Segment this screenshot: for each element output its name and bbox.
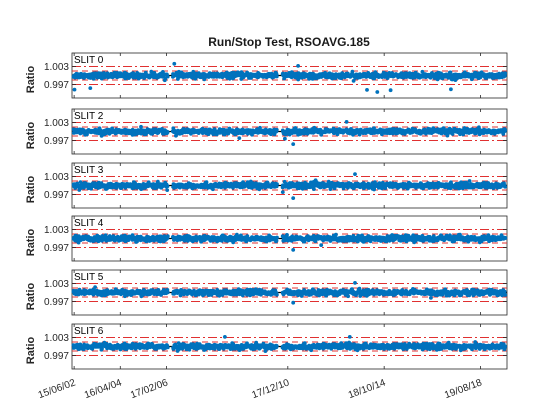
data-point — [285, 233, 289, 237]
data-point — [275, 182, 279, 187]
data-point — [165, 234, 170, 239]
data-point — [165, 290, 170, 295]
data-point — [220, 238, 224, 243]
panels-group: SLIT 0 1.003 0.997 Ratio SLIT 2 1.003 0.997 Rat… — [25, 52, 508, 370]
data-point — [350, 69, 355, 74]
data-point — [312, 187, 316, 192]
outlier-point — [375, 90, 380, 94]
data-point — [274, 127, 279, 132]
data-point — [503, 71, 507, 76]
data-point — [274, 238, 279, 243]
data-point — [501, 132, 506, 136]
data-point — [245, 180, 250, 185]
data-point — [334, 232, 338, 237]
ytick-label: 0.997 — [44, 190, 69, 201]
data-point — [332, 186, 337, 191]
data-point — [351, 79, 356, 83]
data-point — [235, 232, 239, 237]
panel-label: SLIT 0 — [74, 55, 104, 66]
y-axis-label: Ratio — [25, 121, 37, 149]
data-point — [274, 74, 279, 79]
data-point — [165, 130, 170, 135]
ytick-label: 0.997 — [44, 80, 69, 91]
panel-label: SLIT 4 — [74, 218, 104, 229]
scatter-series — [71, 124, 508, 138]
outlier-point — [353, 172, 357, 177]
ytick-label: 1.003 — [44, 172, 69, 183]
data-point — [165, 74, 170, 79]
panel-label: SLIT 2 — [74, 111, 104, 122]
outlier-point — [291, 196, 296, 201]
data-point — [114, 186, 119, 190]
outlier-point — [291, 248, 296, 252]
outlier-point — [449, 87, 453, 92]
data-point — [275, 235, 279, 240]
outlier-point — [280, 190, 285, 195]
data-point — [503, 184, 507, 189]
data-point — [372, 126, 376, 130]
panel-slit-2: SLIT 2 1.003 0.997 Ratio — [25, 108, 508, 155]
data-point — [445, 133, 450, 138]
panel-slit-0: SLIT 0 1.003 0.997 Ratio — [25, 52, 508, 99]
outlier-point — [291, 142, 296, 147]
data-point — [165, 188, 170, 193]
outlier-point — [72, 87, 77, 92]
data-point — [373, 180, 377, 185]
panel-slit-4: SLIT 4 1.003 0.997 Ratio — [25, 215, 508, 262]
data-point — [503, 236, 508, 241]
data-point — [165, 184, 170, 189]
data-point — [149, 69, 154, 74]
y-axis-label: Ratio — [25, 175, 37, 203]
data-point — [191, 69, 196, 74]
ytick-label: 1.003 — [44, 118, 69, 129]
data-point — [467, 179, 472, 183]
chart-title: Run/Stop Test, RSOAVG.185 — [208, 35, 370, 49]
y-axis-label: Ratio — [25, 228, 37, 256]
scatter-series — [71, 285, 508, 300]
outlier-point — [319, 243, 324, 248]
outlier-point — [172, 61, 177, 66]
scatter-series — [71, 232, 508, 245]
data-point — [204, 180, 209, 185]
data-point — [139, 124, 143, 129]
outlier-point — [365, 88, 369, 92]
data-point — [275, 292, 279, 297]
data-point — [163, 76, 168, 81]
outlier-point — [344, 120, 349, 124]
data-point — [323, 71, 327, 75]
outlier-point — [283, 136, 287, 141]
scatter-series — [71, 178, 507, 193]
outlier-point — [296, 64, 300, 68]
data-point — [503, 128, 508, 133]
outlier-point — [88, 86, 93, 90]
outlier-point — [388, 88, 393, 93]
outlier-point — [237, 136, 242, 141]
ytick-label: 1.003 — [44, 225, 69, 236]
panel-label: SLIT 3 — [74, 165, 104, 176]
data-point — [448, 70, 453, 75]
y-axis-label: Ratio — [25, 65, 37, 93]
data-point — [211, 187, 215, 192]
ytick-label: 1.003 — [44, 62, 69, 73]
scatter-series — [71, 69, 507, 83]
data-point — [93, 285, 97, 289]
panel-slit-3: SLIT 3 1.003 0.997 Ratio — [25, 162, 508, 209]
ytick-label: 0.997 — [44, 243, 69, 254]
ytick-label: 0.997 — [44, 136, 69, 147]
